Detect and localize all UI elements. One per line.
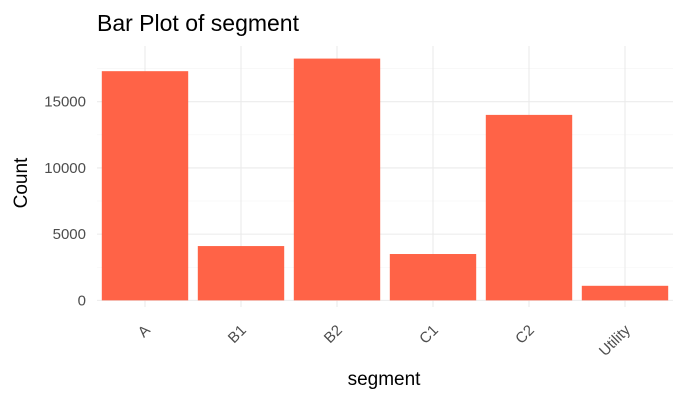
x-tick-label: B1 (225, 322, 250, 347)
bar-a (101, 71, 189, 301)
x-tick-label: B2 (321, 322, 346, 347)
bar-c1 (389, 254, 477, 301)
y-axis-title: Count (11, 157, 32, 208)
bar-b2 (293, 58, 381, 301)
bar-c2 (485, 114, 573, 301)
bar-b1 (197, 246, 285, 301)
x-tick-label: C1 (416, 322, 442, 348)
bars-layer (101, 58, 669, 301)
bar-utility (581, 285, 669, 301)
y-tick-label: 5000 (53, 226, 86, 243)
x-axis-title: segment (348, 369, 422, 390)
y-tick-label: 10000 (44, 160, 86, 177)
x-tick-label: Utility (596, 321, 634, 359)
y-axis-ticks: 0 5000 10000 15000 (44, 94, 86, 310)
y-tick-label: 15000 (44, 94, 86, 111)
chart-title: Bar Plot of segment (97, 10, 300, 36)
x-tick-label: A (135, 322, 154, 341)
x-axis-ticks: A B1 B2 C1 C2 Utility (135, 321, 634, 359)
x-tick-label: C2 (512, 322, 538, 348)
y-tick-label: 0 (78, 292, 86, 309)
